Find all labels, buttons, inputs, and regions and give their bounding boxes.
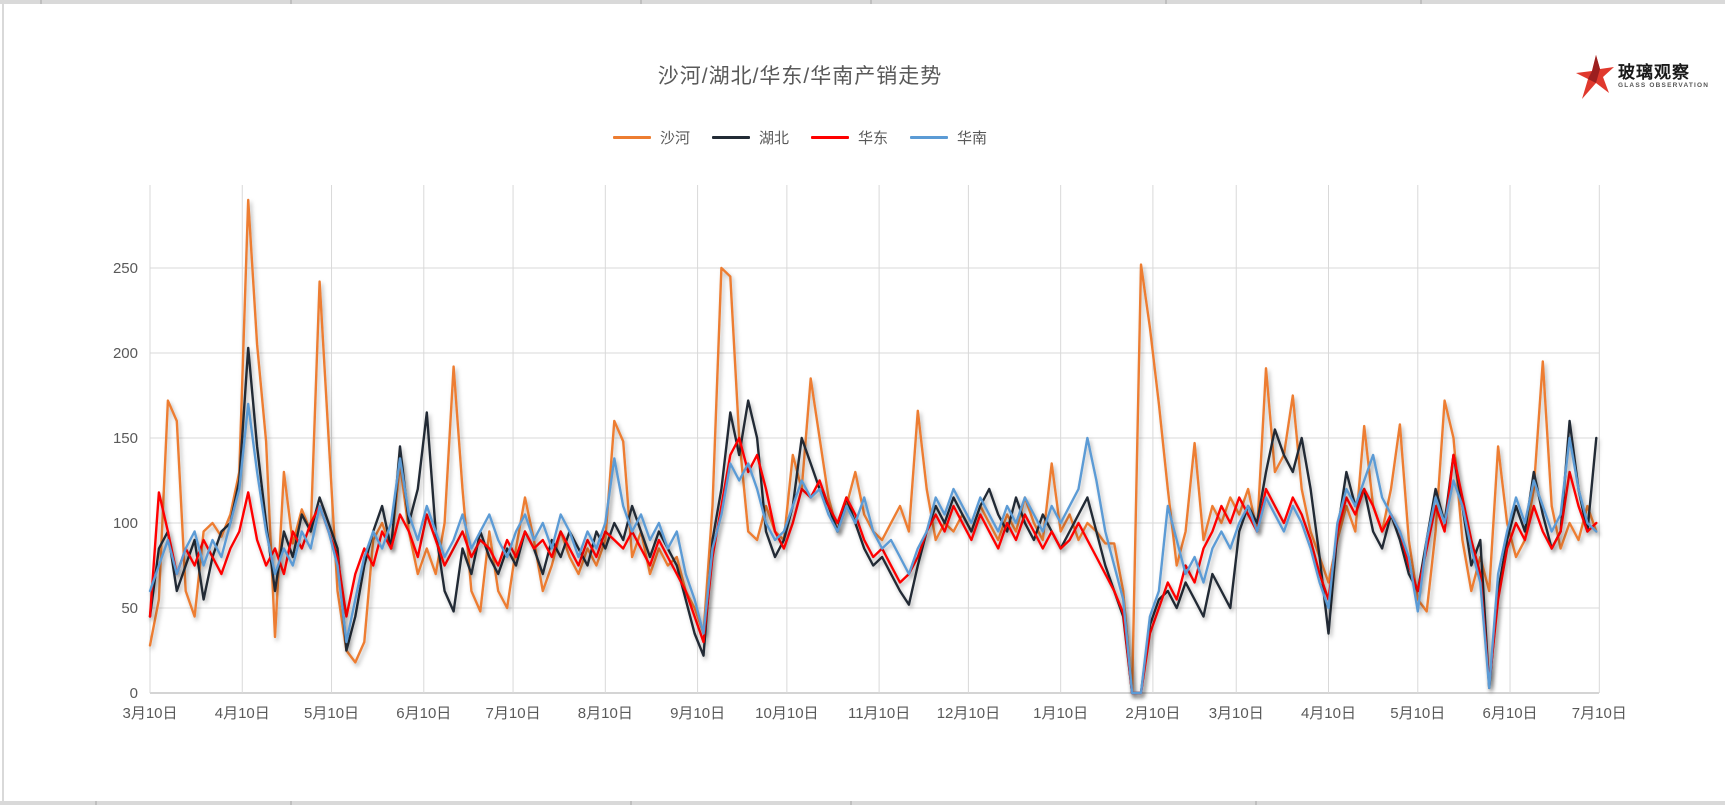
svg-text:12月10日: 12月10日 bbox=[937, 705, 1000, 722]
svg-text:150: 150 bbox=[113, 430, 138, 447]
svg-text:3月10日: 3月10日 bbox=[122, 705, 177, 722]
logo-subtitle: GLASS OBSERVATION bbox=[1618, 82, 1710, 90]
svg-text:8月10日: 8月10日 bbox=[578, 705, 633, 722]
svg-text:6月10日: 6月10日 bbox=[1483, 705, 1538, 722]
legend-label: 华南 bbox=[957, 130, 988, 147]
logo-star-icon bbox=[1576, 55, 1614, 99]
chart-title: 沙河/湖北/华东/华南产销走势 bbox=[657, 65, 943, 88]
row-edge-tick bbox=[640, 0, 642, 4]
svg-text:4月10日: 4月10日 bbox=[215, 705, 270, 722]
svg-text:5月10日: 5月10日 bbox=[1390, 705, 1445, 722]
svg-text:0: 0 bbox=[130, 685, 138, 702]
svg-text:200: 200 bbox=[113, 345, 138, 362]
svg-text:1月10日: 1月10日 bbox=[1033, 705, 1088, 722]
row-edge-tick bbox=[630, 801, 632, 805]
svg-text:7月10日: 7月10日 bbox=[486, 705, 541, 722]
legend-label: 沙河 bbox=[659, 130, 690, 147]
row-edge-tick bbox=[40, 0, 42, 4]
series-line-华南[interactable] bbox=[148, 402, 1598, 695]
chart-legend: 沙河 湖北 华东 华南 bbox=[0, 127, 1600, 148]
legend-item-华南[interactable]: 华南 bbox=[910, 127, 987, 148]
row-edge-tick bbox=[95, 801, 97, 805]
series-line-华东[interactable] bbox=[148, 436, 1598, 695]
spreadsheet-row-edge-top bbox=[0, 0, 1725, 4]
spreadsheet-column-edge-left bbox=[2, 0, 4, 805]
gridlines bbox=[149, 185, 1600, 694]
row-edge-tick bbox=[870, 0, 872, 4]
svg-text:11月10日: 11月10日 bbox=[848, 705, 910, 722]
legend-label: 华东 bbox=[858, 130, 889, 147]
svg-text:9月10日: 9月10日 bbox=[670, 705, 725, 722]
legend-label: 湖北 bbox=[758, 130, 789, 147]
svg-text:2月10日: 2月10日 bbox=[1125, 705, 1180, 722]
glass-observation-logo: 玻璃观察 GLASS OBSERVATION bbox=[1576, 55, 1716, 99]
svg-text:10月10日: 10月10日 bbox=[755, 705, 818, 722]
legend-item-湖北[interactable]: 湖北 bbox=[711, 127, 789, 148]
series-line-沙河[interactable] bbox=[148, 198, 1598, 695]
row-edge-tick bbox=[290, 0, 292, 4]
svg-text:3月10日: 3月10日 bbox=[1209, 705, 1264, 722]
svg-text:6月10日: 6月10日 bbox=[396, 705, 451, 722]
legend-line-swatch bbox=[612, 136, 651, 139]
logo-title: 玻璃观察 bbox=[1618, 63, 1690, 83]
legend-line-swatch bbox=[811, 136, 849, 139]
svg-text:4月10日: 4月10日 bbox=[1301, 705, 1356, 722]
axis-labels: 0 50 100 150 200 250 3月10日 4月10日 5月10日 6月10日 7月10日… bbox=[113, 260, 1627, 722]
svg-text:250: 250 bbox=[113, 260, 138, 277]
svg-text:5月10日: 5月10日 bbox=[304, 705, 359, 722]
legend-line-swatch bbox=[711, 136, 750, 139]
svg-text:7月10日: 7月10日 bbox=[1572, 705, 1627, 722]
svg-text:50: 50 bbox=[121, 600, 138, 617]
spreadsheet-row-edge-bottom bbox=[0, 801, 1725, 805]
legend-item-华东[interactable]: 华东 bbox=[811, 127, 888, 148]
row-edge-tick bbox=[1420, 0, 1422, 4]
legend-line-swatch bbox=[910, 136, 949, 139]
row-edge-tick bbox=[1255, 801, 1257, 805]
data-series bbox=[148, 198, 1598, 695]
row-edge-tick bbox=[850, 801, 852, 805]
row-edge-tick bbox=[1165, 0, 1167, 4]
svg-text:100: 100 bbox=[113, 515, 138, 532]
legend-item-沙河[interactable]: 沙河 bbox=[612, 127, 690, 148]
row-edge-tick bbox=[290, 801, 292, 805]
